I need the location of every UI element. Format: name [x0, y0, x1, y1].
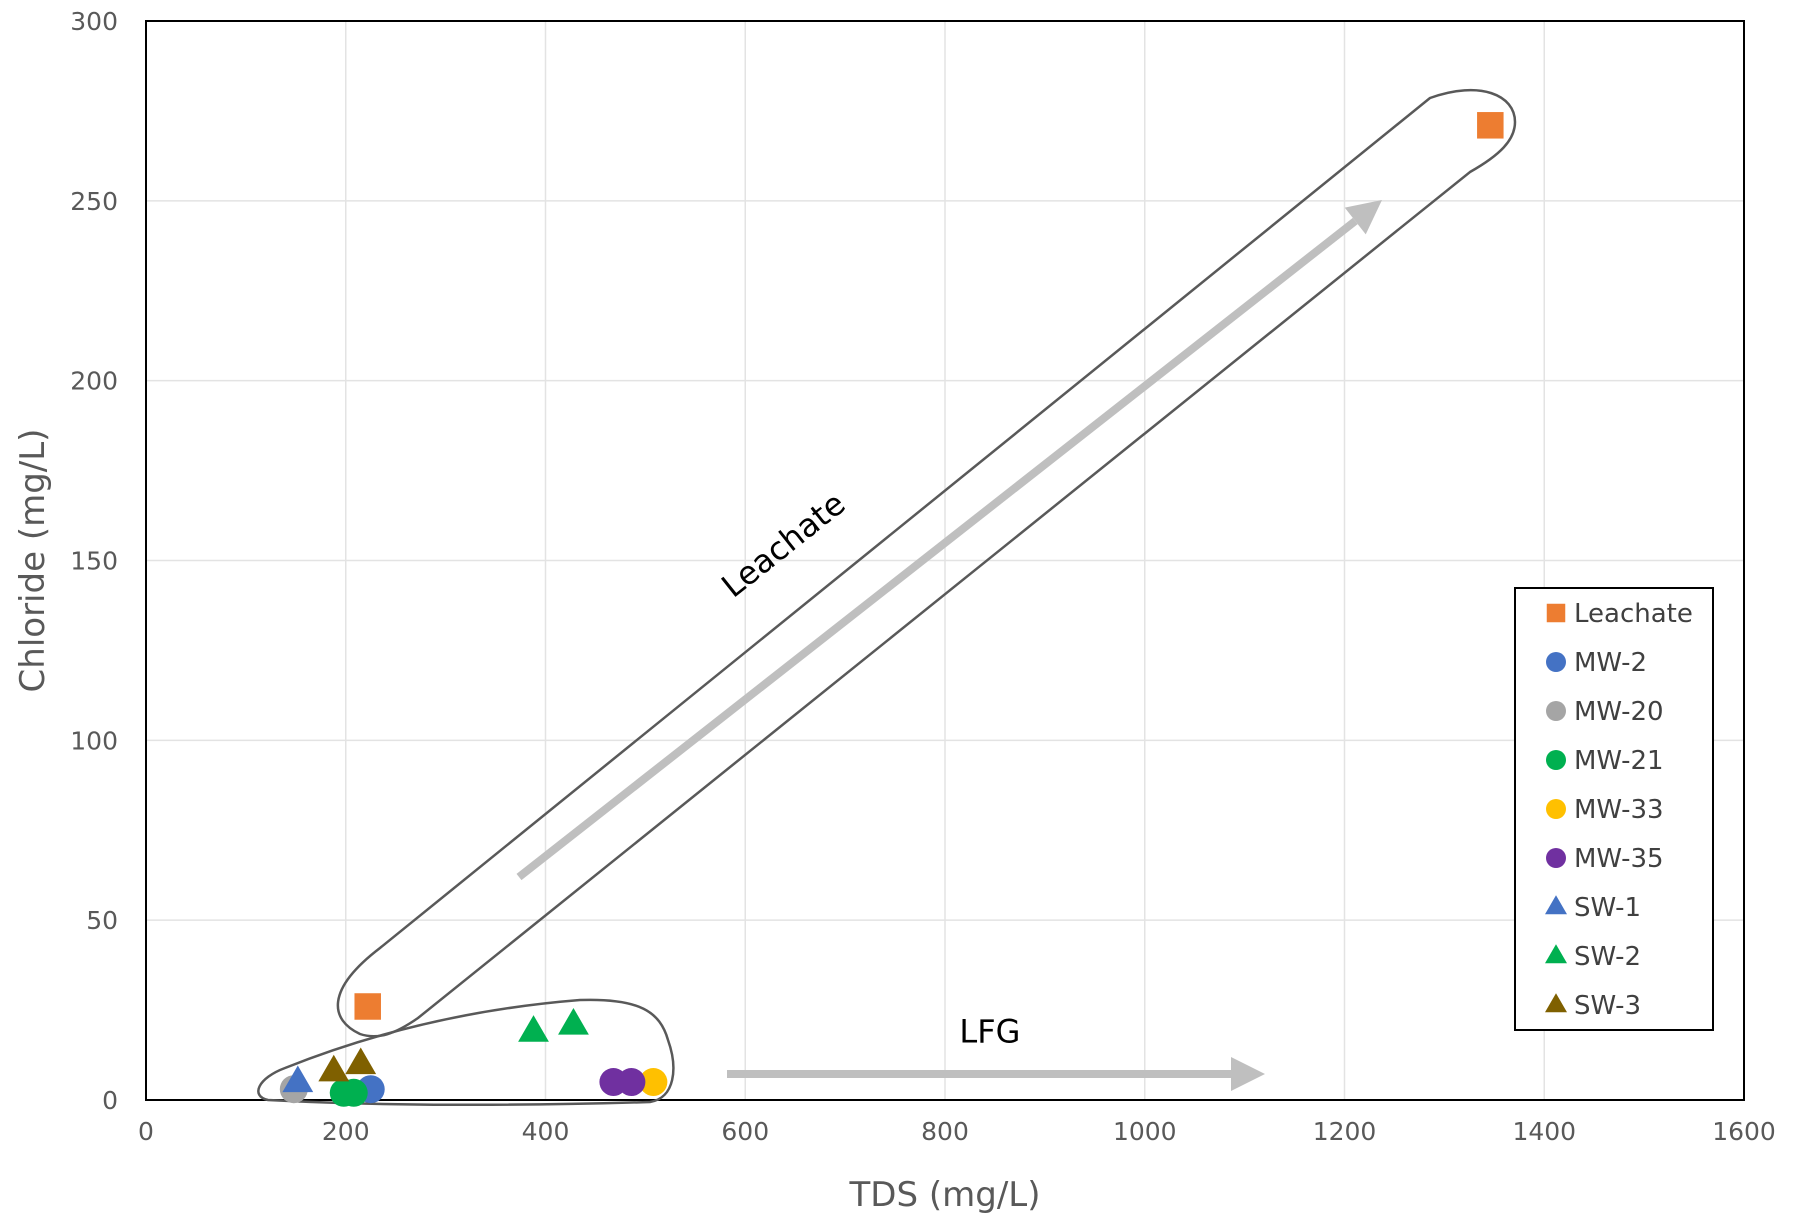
- x-tick-label: 1200: [1313, 1117, 1377, 1146]
- legend-marker-mw-33: [1546, 799, 1566, 819]
- point-sw-1: [282, 1065, 314, 1093]
- y-tick-label: 200: [70, 367, 118, 396]
- legend-marker-mw-35: [1546, 848, 1566, 868]
- legend-label: SW-3: [1574, 991, 1641, 1021]
- data-points: [279, 110, 1506, 1107]
- y-tick-label: 250: [70, 187, 118, 216]
- legend-item-leachate: Leachate: [1545, 599, 1693, 629]
- point-sw-3: [345, 1047, 377, 1075]
- point-mw-33: [639, 1068, 668, 1097]
- legend-marker-mw-21: [1546, 750, 1566, 770]
- x-tick-label: 1600: [1712, 1117, 1776, 1146]
- plot-area-border: [145, 20, 1745, 1101]
- arrow-shaft: [516, 217, 1358, 881]
- y-tick-label: 300: [70, 7, 118, 36]
- x-tick-label: 200: [322, 1117, 370, 1146]
- y-tick-label: 100: [70, 726, 118, 755]
- y-tick-labels: 0 50 100 150 200 250 300: [70, 7, 118, 1115]
- arrow-head: [1231, 1057, 1265, 1091]
- lfg-envelope: [257, 998, 675, 1107]
- x-tick-label: 0: [138, 1117, 154, 1146]
- y-tick-label: 50: [86, 906, 118, 935]
- legend-item-sw-3: SW-3: [1545, 991, 1641, 1021]
- legend-label: Leachate: [1574, 599, 1693, 629]
- legend-marker-sw-2: [1545, 944, 1567, 964]
- point-sw-2: [558, 1007, 589, 1035]
- x-tick-label: 1000: [1113, 1117, 1177, 1146]
- legend-label: MW-21: [1574, 746, 1664, 776]
- x-tick-label: 800: [921, 1117, 969, 1146]
- legend-item-sw-1: SW-1: [1545, 893, 1641, 923]
- point-sw-2: [518, 1015, 549, 1042]
- legend-marker-mw-20: [1546, 701, 1566, 721]
- x-axis-title: TDS (mg/L): [849, 1175, 1041, 1215]
- legend-label: SW-1: [1574, 893, 1641, 923]
- legend-label: MW-2: [1574, 648, 1647, 678]
- legend-label: MW-20: [1574, 697, 1664, 727]
- y-axis-title: Chloride (mg/L): [13, 429, 53, 693]
- legend-item-mw-35: MW-35: [1546, 844, 1664, 874]
- legend-marker-sw-1: [1545, 895, 1567, 915]
- x-tick-label: 1400: [1512, 1117, 1576, 1146]
- annotation-lfg: LFG: [959, 1012, 1020, 1050]
- trend-arrows: [516, 200, 1382, 1091]
- point-leachate: [352, 991, 383, 1022]
- legend-label: MW-33: [1574, 795, 1664, 825]
- point-sw-3: [318, 1054, 350, 1082]
- legend-label: MW-35: [1574, 844, 1664, 874]
- legend-marker-sw-3: [1545, 993, 1567, 1013]
- y-tick-label: 0: [102, 1086, 118, 1115]
- legend-item-mw-21: MW-21: [1546, 746, 1664, 776]
- legend-label: SW-2: [1574, 942, 1641, 972]
- x-tick-label: 400: [522, 1117, 570, 1146]
- point-mw-21: [339, 1078, 368, 1107]
- leachate-envelope: [336, 88, 1517, 1038]
- y-tick-label: 150: [70, 547, 118, 576]
- point-leachate: [1475, 110, 1506, 141]
- x-tick-label: 600: [721, 1117, 769, 1146]
- arrow-head: [1344, 200, 1382, 235]
- legend-item-mw-2: MW-2: [1546, 648, 1647, 678]
- legend-item-mw-20: MW-20: [1546, 697, 1664, 727]
- x-tick-labels: 0 200 400 600 800 1000 1200 1400 1600: [138, 1117, 1776, 1146]
- legend-marker-mw-2: [1546, 652, 1566, 672]
- legend-item-sw-2: SW-2: [1545, 942, 1641, 972]
- point-mw-35: [617, 1068, 646, 1097]
- legend: Leachate MW-2 MW-20 MW-21 MW-33 MW-35 SW-1 SW-2…: [1514, 587, 1714, 1031]
- legend-item-mw-33: MW-33: [1546, 795, 1664, 825]
- legend-marker-leachate: [1545, 602, 1567, 624]
